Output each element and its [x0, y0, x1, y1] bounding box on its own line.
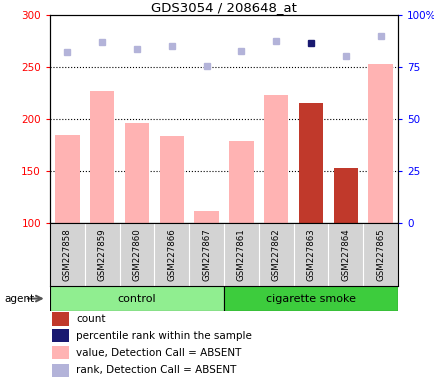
Bar: [50, 286, 224, 311]
Bar: [90, 91, 114, 223]
Text: GSM227864: GSM227864: [341, 228, 349, 281]
Text: rank, Detection Call = ABSENT: rank, Detection Call = ABSENT: [76, 365, 236, 375]
Text: percentile rank within the sample: percentile rank within the sample: [76, 331, 251, 341]
Bar: [194, 211, 218, 223]
Text: GSM227863: GSM227863: [306, 228, 315, 281]
Title: GDS3054 / 208648_at: GDS3054 / 208648_at: [151, 1, 296, 14]
Bar: [333, 168, 357, 223]
Text: GSM227860: GSM227860: [132, 228, 141, 281]
Bar: [52, 364, 69, 377]
Bar: [159, 136, 184, 223]
Text: value, Detection Call = ABSENT: value, Detection Call = ABSENT: [76, 348, 241, 358]
Text: GSM227865: GSM227865: [375, 228, 384, 281]
Bar: [52, 329, 69, 343]
Bar: [229, 141, 253, 223]
Bar: [52, 313, 69, 326]
Text: cigarette smoke: cigarette smoke: [266, 293, 355, 304]
Text: GSM227861: GSM227861: [237, 228, 245, 281]
Bar: [125, 123, 149, 223]
Bar: [368, 64, 392, 223]
Bar: [55, 135, 79, 223]
Text: GSM227866: GSM227866: [167, 228, 176, 281]
Text: GSM227858: GSM227858: [63, 228, 72, 281]
Text: GSM227859: GSM227859: [98, 228, 106, 281]
Text: control: control: [118, 293, 156, 304]
Text: GSM227862: GSM227862: [271, 228, 280, 281]
Text: GSM227867: GSM227867: [202, 228, 210, 281]
Bar: [263, 95, 288, 223]
Bar: [298, 104, 322, 223]
Text: agent: agent: [4, 293, 34, 304]
Text: count: count: [76, 314, 105, 324]
Bar: [224, 286, 397, 311]
Bar: [52, 346, 69, 359]
